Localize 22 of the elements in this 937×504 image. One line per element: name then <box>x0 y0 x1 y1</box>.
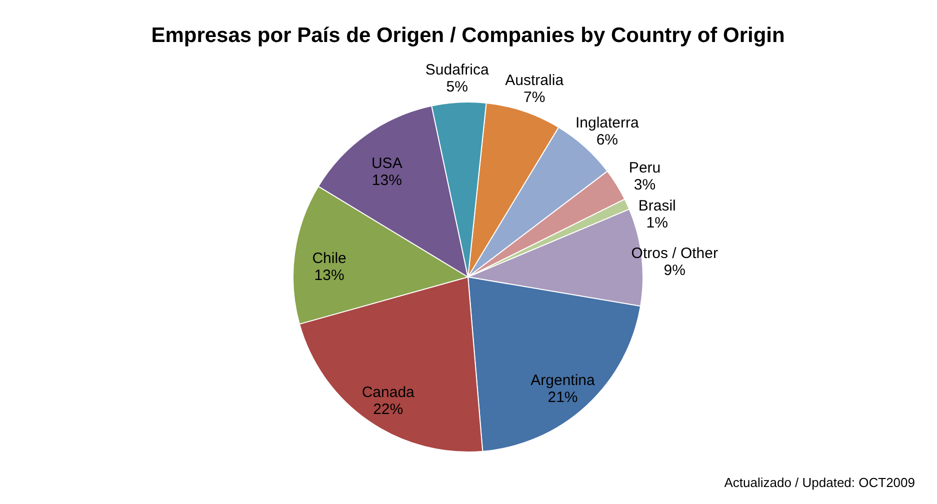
data-label: 21% <box>548 389 578 406</box>
text: Actualizado / Updated: OCT2009 <box>724 475 915 490</box>
slice-label: Inglaterra <box>575 114 640 132</box>
slice-label: Chile <box>312 250 346 267</box>
data-label: 7% <box>524 88 546 106</box>
slice-label: Argentina <box>530 372 596 390</box>
data-label: 3% <box>634 176 656 194</box>
slice-label: USA <box>371 154 402 172</box>
chart-title: Empresas por País de Origen / Companies by Country of Origin <box>151 24 785 47</box>
data-label: 22% <box>373 400 404 418</box>
slice-label: Sudafrica <box>425 61 490 78</box>
data-label: 9% <box>664 262 686 280</box>
slice-label: Australia <box>505 72 564 89</box>
slice-label: Brasil <box>638 197 676 214</box>
data-label: 13% <box>314 267 344 284</box>
data-label: 6% <box>596 131 618 148</box>
data-label: 13% <box>372 172 402 189</box>
slice-label: Otros / Other <box>631 245 718 262</box>
data-label: 1% <box>646 214 668 232</box>
slice-label: Canada <box>362 384 416 401</box>
data-label: 5% <box>446 78 468 96</box>
slice-label: Peru <box>628 159 661 176</box>
